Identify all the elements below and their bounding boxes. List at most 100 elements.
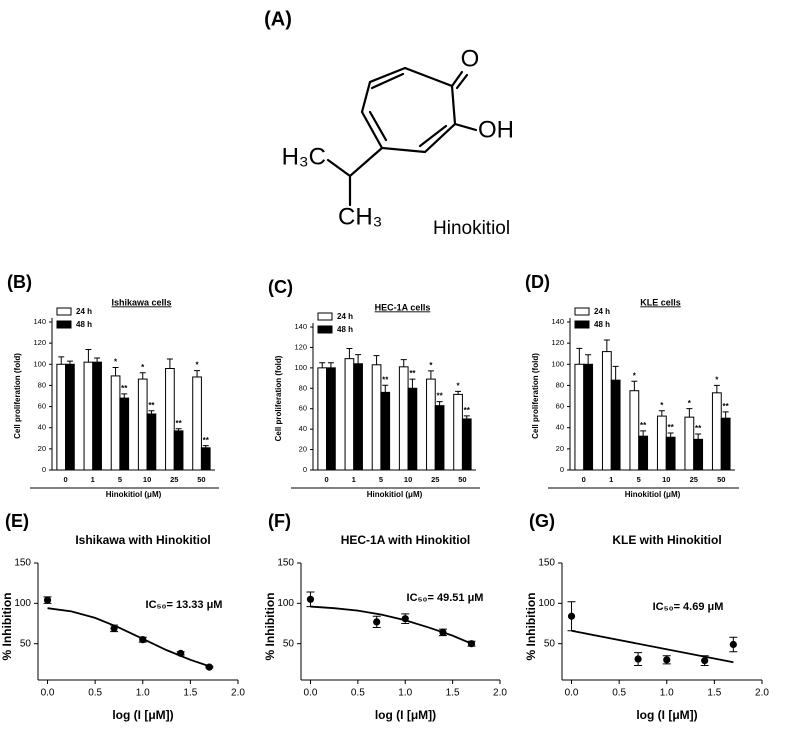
significance: ** [723, 402, 730, 411]
error-bar [373, 355, 380, 365]
significance: ** [409, 369, 416, 378]
y-tick-label: 140 [33, 317, 46, 326]
x-tick-label: 1.0 [398, 688, 412, 699]
y-tick-label: 0 [560, 465, 564, 474]
x-axis-label: log (I [μM]) [636, 708, 697, 722]
bar [583, 363, 594, 471]
bar [92, 361, 102, 471]
bar [629, 390, 640, 471]
bar [426, 378, 436, 471]
data-point [373, 618, 381, 626]
bar [380, 391, 391, 471]
error-bar [85, 348, 92, 363]
atom-label: H₃C [282, 143, 326, 170]
bar [65, 363, 75, 471]
x-tick-label: 25 [690, 475, 698, 484]
significance: ** [695, 424, 702, 433]
y-tick-label: 20 [38, 444, 46, 453]
x-tick-label: 0 [324, 475, 328, 484]
y-tick-label: 100 [277, 598, 294, 609]
data-point [701, 657, 709, 665]
legend-label: 48 h [337, 325, 353, 334]
x-tick-label: 0.5 [612, 688, 626, 699]
error-bar [121, 393, 128, 399]
isopropyl [326, 146, 384, 207]
x-tick-label: 50 [197, 475, 205, 484]
bar [720, 417, 731, 471]
legend-swatch [56, 320, 72, 329]
error-bar [409, 378, 416, 389]
y-axis-label: % Inhibition [263, 593, 277, 661]
data-point [110, 624, 118, 632]
y-tick-label: 40 [299, 424, 307, 433]
legend-label: 48 h [594, 320, 610, 329]
y-tick-label: 100 [33, 359, 46, 368]
x-tick-label: 10 [143, 475, 151, 484]
bar [83, 361, 94, 471]
bar [165, 368, 175, 471]
significance: * [715, 376, 719, 385]
bar [610, 379, 621, 471]
bar [656, 415, 667, 471]
y-tick-label: 0 [42, 465, 46, 474]
significance: ** [382, 375, 389, 384]
error-bar [355, 354, 362, 364]
structure: (A) O OH H₃C CH₃ Hinokitiol [264, 8, 514, 239]
bar [434, 405, 445, 471]
panel-label: (C) [268, 277, 293, 297]
y-tick-label: 50 [283, 638, 295, 649]
error-bar [66, 360, 73, 365]
significance: * [429, 361, 433, 370]
x-tick-label: 0 [63, 475, 67, 484]
legend-label: 24 h [594, 307, 610, 316]
atom-label: O [461, 45, 480, 72]
error-bar [319, 362, 326, 368]
x-axis-label: Hinokitiol (μM) [106, 490, 162, 499]
bar [317, 367, 328, 471]
data-point [177, 649, 185, 657]
chart-title: HEC-1A cells [375, 302, 431, 312]
error-bar [175, 428, 182, 431]
x-tick-label: 0 [582, 475, 586, 484]
bar [137, 378, 148, 471]
bar [407, 387, 418, 471]
error-bar [327, 362, 334, 368]
error-bar [58, 356, 65, 365]
x-tick-label: 1.0 [136, 688, 150, 699]
y-tick-label: 120 [551, 338, 564, 347]
y-tick-label: 20 [556, 444, 564, 453]
x-tick-label: 5 [118, 475, 122, 484]
error-bar [346, 347, 353, 359]
bar [453, 393, 463, 471]
y-tick-label: 100 [551, 359, 564, 368]
bar [665, 436, 676, 471]
error-bar [612, 365, 619, 381]
significance: ** [203, 436, 210, 445]
atom-label: OH [478, 116, 514, 143]
hydroxyl-bond [453, 122, 478, 132]
legend-swatch [317, 312, 333, 321]
bar [461, 418, 472, 471]
error-bar [94, 357, 101, 363]
significance: * [457, 381, 461, 390]
error-bar [382, 384, 389, 393]
x-tick-label: 25 [431, 475, 439, 484]
y-tick-label: 100 [14, 598, 31, 609]
legend-swatch [317, 325, 333, 334]
x-tick-label: 0.0 [41, 688, 55, 699]
x-tick-label: 5 [637, 475, 641, 484]
data-point [306, 595, 315, 603]
y-tick-label: 140 [551, 317, 564, 326]
y-tick-label: 100 [538, 598, 555, 609]
double-bonds [368, 72, 448, 148]
y-tick-label: 60 [556, 402, 564, 411]
significance: * [660, 401, 664, 410]
chart-title: Ishikawa with Hinokitiol [75, 533, 210, 547]
data-point [43, 596, 52, 604]
x-tick-label: 1 [91, 475, 95, 484]
y-tick-label: 100 [294, 363, 307, 372]
data-point [205, 663, 213, 671]
legend-swatch [574, 320, 590, 329]
error-bar [202, 445, 209, 448]
data-point [139, 636, 147, 644]
